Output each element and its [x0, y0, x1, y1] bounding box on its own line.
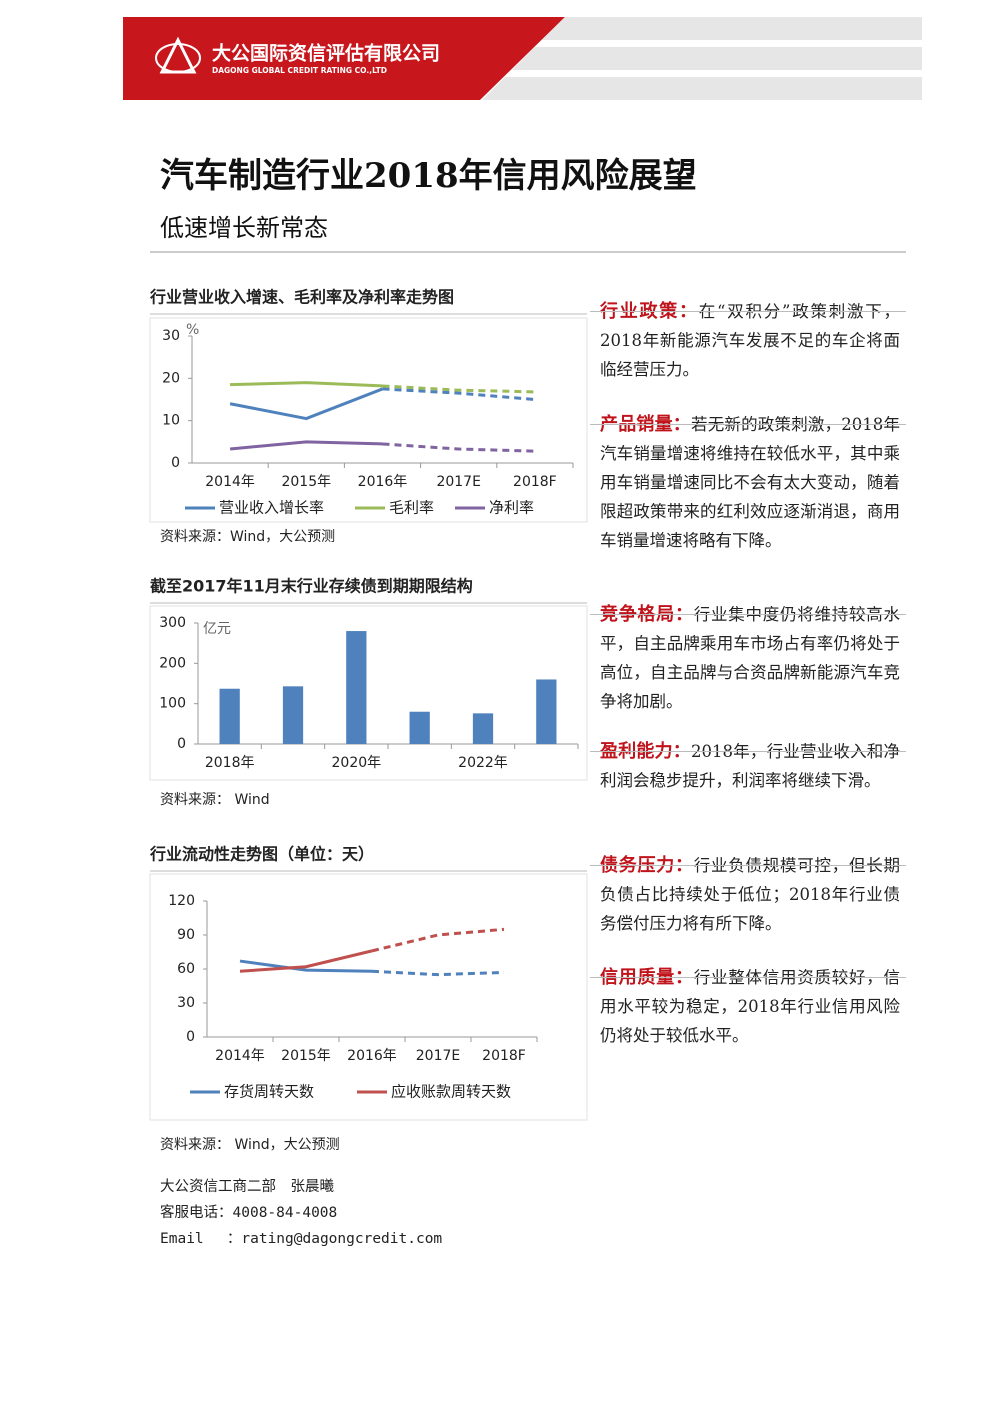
section: 产品销量：若无新的政策刺激，2018年汽车销量增速将维持在较低水平，其中乘用车销… [600, 410, 900, 555]
y-tick-label: 120 [168, 893, 195, 909]
divider [150, 251, 906, 253]
section: 竞争格局：行业集中度仍将维持较高水平，自主品牌乘用车市场占有率仍将处于高位，自主… [600, 600, 900, 716]
chart-source: 资料来源：Wind，大公预测 [160, 529, 335, 545]
x-tick-label: 2017E [416, 1048, 460, 1064]
series-line-forecast [371, 969, 505, 977]
footer-phone: 客服电话：4008-84-4008 [160, 1205, 338, 1221]
y-tick-label: 300 [159, 615, 186, 631]
y-tick-label: 0 [186, 1029, 195, 1045]
section-rule [590, 614, 906, 615]
section-rule [590, 311, 906, 312]
bar [409, 711, 430, 744]
legend-label: 毛利率 [389, 499, 434, 517]
doc-subtitle: 低速增长新常态 [160, 214, 328, 242]
y-tick-label: 0 [177, 736, 186, 752]
y-tick-label: 60 [177, 961, 195, 977]
bar [282, 686, 304, 744]
bar [346, 631, 367, 744]
x-tick-label: 2018F [482, 1048, 526, 1064]
y-tick-label: 0 [171, 455, 180, 471]
x-tick-label: 2014年 [205, 474, 255, 490]
company-name: 大公国际资信评估有限公司 [212, 42, 440, 65]
chart-frame [149, 317, 588, 523]
footer-email: Email ：rating@dagongcredit.com [160, 1231, 443, 1247]
section: 盈利能力：2018年，行业营业收入和净利润会稳步提升，利润率将继续下滑。 [600, 737, 900, 795]
y-tick-label: 10 [162, 413, 180, 429]
series-line [229, 440, 383, 451]
section-rule [590, 424, 906, 425]
legend-label: 应收账款周转天数 [391, 1083, 511, 1101]
section-rule [590, 751, 906, 752]
section-text: 若无新的政策刺激，2018年汽车销量增速将维持在较低水平，其中乘用车销量增速同比… [600, 415, 900, 550]
chart-frame [149, 605, 588, 781]
bar [536, 679, 557, 744]
x-tick-label: 2015年 [281, 1048, 331, 1064]
legend-label: 营业收入增长率 [219, 499, 324, 517]
x-tick-label: 2020年 [332, 755, 382, 771]
x-tick-label: 2016年 [347, 1048, 397, 1064]
y-tick-label: 20 [162, 370, 180, 386]
y-tick-label: 200 [159, 655, 186, 671]
chart-source: 资料来源： Wind [160, 792, 270, 808]
chart-title: 截至2017年11月末行业存续债到期期限结构 [150, 577, 473, 596]
x-tick-label: 2017E [436, 474, 480, 490]
bar [472, 713, 494, 744]
section-rule [590, 977, 906, 978]
chart-frame [149, 873, 588, 1121]
chart-title: 行业流动性走势图（单位：天） [149, 845, 374, 864]
x-tick-label: 2016年 [358, 474, 408, 490]
header-banner: 大公国际资信评估有限公司 DAGONG GLOBAL CREDIT RATING… [123, 17, 922, 100]
series-line [229, 387, 384, 421]
doc-title: 汽车制造行业2018年信用风险展望 [160, 156, 697, 196]
x-tick-label: 2018年 [205, 755, 255, 771]
section-rule [590, 865, 906, 866]
legend-label: 存货周转天数 [224, 1083, 314, 1101]
y-tick-label: 30 [162, 328, 180, 344]
y-tick-label: 100 [159, 696, 186, 712]
series-line-forecast [382, 442, 535, 453]
series-line-forecast [382, 387, 536, 401]
y-unit: 亿元 [203, 621, 231, 637]
section: 信用质量：行业整体信用资质较好，信用水平较为稳定，2018年行业信用风险仍将处于… [600, 963, 900, 1050]
footer-author: 大公资信工商二部 张晨曦 [160, 1179, 334, 1195]
company-name-en: DAGONG GLOBAL CREDIT RATING CO.,LTD [212, 66, 387, 75]
y-tick-label: 90 [177, 927, 195, 943]
series-line [239, 959, 373, 973]
y-tick-label: 30 [177, 995, 195, 1011]
bar [219, 688, 240, 744]
x-tick-label: 2014年 [215, 1048, 265, 1064]
series-line [239, 949, 373, 973]
series-line-forecast [371, 927, 505, 953]
series-line [230, 381, 383, 388]
x-tick-label: 2018F [513, 474, 557, 490]
chart-source: 资料来源： Wind，大公预测 [160, 1137, 340, 1153]
legend-label: 净利率 [489, 499, 534, 517]
series-line-forecast [382, 384, 535, 394]
section-text: 行业集中度仍将维持较高水平，自主品牌乘用车市场占有率仍将处于高位，自主品牌与合资… [600, 605, 900, 711]
x-tick-label: 2022年 [458, 755, 508, 771]
chart-title: 行业营业收入增速、毛利率及净利率走势图 [149, 288, 454, 307]
y-unit: % [186, 322, 199, 338]
x-tick-label: 2015年 [281, 474, 331, 490]
